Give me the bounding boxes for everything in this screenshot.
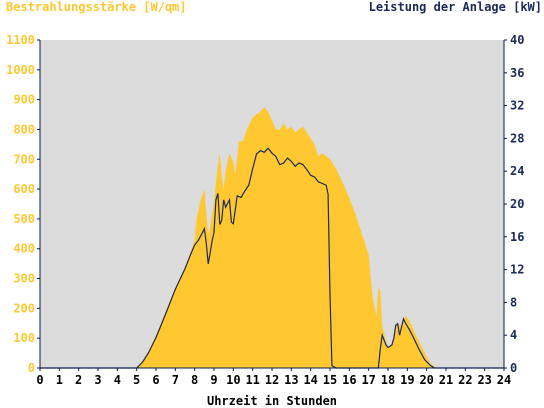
axes bbox=[37, 39, 507, 371]
right-axis-title: Leistung der Anlage [kW] bbox=[369, 0, 542, 14]
x-tick-label: 4 bbox=[114, 373, 121, 387]
left-tick-label: 200 bbox=[13, 301, 35, 315]
left-tick-label: 700 bbox=[13, 152, 35, 166]
left-tick-label: 1000 bbox=[6, 63, 35, 77]
right-tick-label: 40 bbox=[510, 33, 524, 47]
right-tick-label: 4 bbox=[510, 328, 517, 342]
x-tick-label: 0 bbox=[36, 373, 43, 387]
x-tick-label: 5 bbox=[133, 373, 140, 387]
right-tick-label: 12 bbox=[510, 263, 524, 277]
x-tick-label: 9 bbox=[210, 373, 217, 387]
x-tick-label: 20 bbox=[419, 373, 433, 387]
left-tick-label: 500 bbox=[13, 212, 35, 226]
x-tick-label: 13 bbox=[284, 373, 298, 387]
x-tick-label: 10 bbox=[226, 373, 240, 387]
x-tick-label: 21 bbox=[439, 373, 453, 387]
x-tick-label: 16 bbox=[342, 373, 356, 387]
x-tick-label: 12 bbox=[265, 373, 279, 387]
right-tick-label: 24 bbox=[510, 164, 524, 178]
x-tick-labels: 0 1 2 3 4 5 6 7 8 9 10 11 12 13 14 15 16 17 18 19 20 21 22 23 24 bbox=[36, 373, 511, 387]
left-tick-label: 100 bbox=[13, 331, 35, 345]
x-axis-title: Uhrzeit in Stunden bbox=[207, 394, 337, 408]
x-tick-label: 23 bbox=[477, 373, 491, 387]
right-tick-label: 8 bbox=[510, 295, 517, 309]
x-tick-label: 19 bbox=[400, 373, 414, 387]
x-tick-label: 7 bbox=[172, 373, 179, 387]
x-tick-label: 11 bbox=[245, 373, 259, 387]
x-tick-label: 14 bbox=[303, 373, 317, 387]
right-tick-label: 16 bbox=[510, 230, 524, 244]
x-tick-label: 18 bbox=[381, 373, 395, 387]
right-tick-label: 0 bbox=[510, 361, 517, 375]
right-tick-label: 28 bbox=[510, 131, 524, 145]
left-tick-labels: 0 100 200 300 400 500 600 700 800 900 1000 1100 bbox=[6, 33, 35, 375]
left-tick-label: 900 bbox=[13, 93, 35, 107]
x-tick-label: 22 bbox=[458, 373, 472, 387]
x-tick-label: 15 bbox=[323, 373, 337, 387]
x-tick-label: 6 bbox=[152, 373, 159, 387]
left-axis-title: Bestrahlungsstärke [W/qm] bbox=[6, 0, 187, 14]
x-tick-label: 8 bbox=[191, 373, 198, 387]
left-tick-label: 600 bbox=[13, 182, 35, 196]
left-tick-label: 800 bbox=[13, 122, 35, 136]
series-power-line bbox=[40, 147, 504, 369]
left-tick-label: 1100 bbox=[6, 33, 35, 47]
right-tick-label: 36 bbox=[510, 66, 524, 80]
x-tick-label: 17 bbox=[361, 373, 375, 387]
right-tick-label: 32 bbox=[510, 99, 524, 113]
x-tick-label: 2 bbox=[75, 373, 82, 387]
series-irradiance-area bbox=[40, 107, 504, 368]
right-tick-labels: 0 4 8 12 16 20 24 28 32 36 40 bbox=[510, 33, 524, 375]
left-tick-label: 0 bbox=[28, 361, 35, 375]
left-tick-label: 300 bbox=[13, 272, 35, 286]
left-tick-label: 400 bbox=[13, 242, 35, 256]
x-tick-label: 3 bbox=[94, 373, 101, 387]
x-tick-label: 24 bbox=[497, 373, 511, 387]
x-tick-label: 1 bbox=[56, 373, 63, 387]
right-tick-label: 20 bbox=[510, 197, 524, 211]
